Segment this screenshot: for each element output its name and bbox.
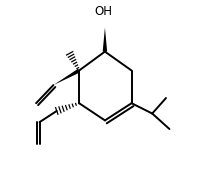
Polygon shape [53, 69, 80, 85]
Polygon shape [103, 28, 107, 52]
Text: OH: OH [94, 5, 112, 18]
